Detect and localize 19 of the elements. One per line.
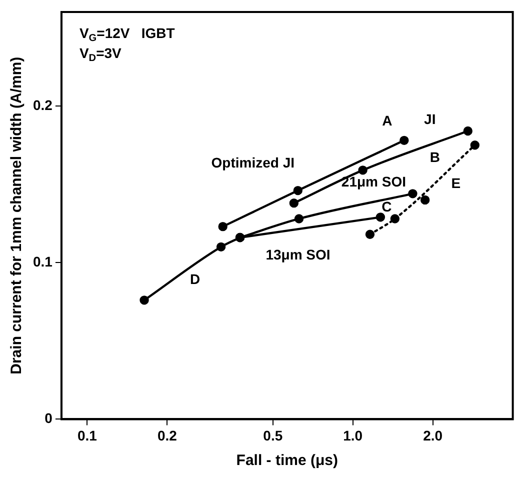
annotation: E xyxy=(451,174,461,191)
y-tick-label: 0 xyxy=(44,410,53,426)
x-tick-label: 0.1 xyxy=(77,427,98,444)
annotation: D xyxy=(190,270,200,287)
x-tick-label: 1.0 xyxy=(343,427,363,444)
annotation: C xyxy=(382,198,392,215)
y-tick-label: 0.2 xyxy=(32,96,53,113)
annotation: JI xyxy=(424,110,436,127)
annotation: Optimized JI xyxy=(211,154,295,170)
y-axis-title: Drain current for 1mm channel width (A/mm) xyxy=(8,56,26,374)
x-tick-label: 0.2 xyxy=(157,427,178,444)
annotation: A xyxy=(382,112,392,128)
x-axis-title: Fall - time (μs) xyxy=(236,452,338,470)
annotation: 21μm SOI xyxy=(341,174,406,190)
x-tick-label: 0.5 xyxy=(263,427,283,444)
x-tick-label: 2.0 xyxy=(423,427,443,444)
y-tick-label: 0.1 xyxy=(32,253,53,270)
annotation: 13μm SOI xyxy=(266,246,330,262)
annotation: B xyxy=(430,148,440,165)
